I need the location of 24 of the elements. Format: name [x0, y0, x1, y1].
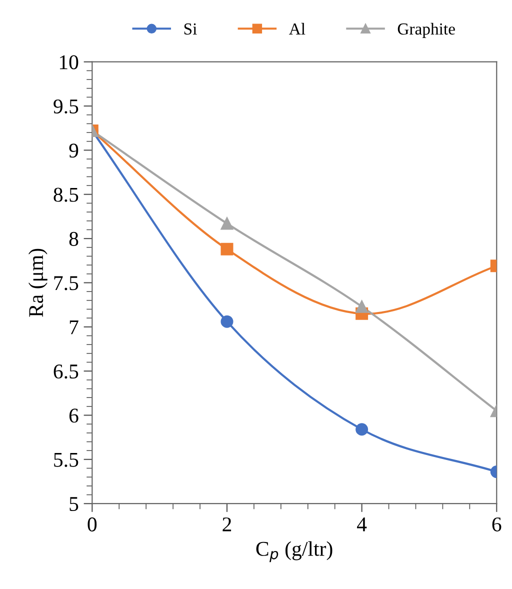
y-tick-label: 8.5	[54, 188, 78, 202]
y-tick-label: 10	[60, 55, 78, 70]
point	[220, 315, 234, 328]
y-tick-label: 6	[69, 408, 78, 423]
x-tick-label: 2	[222, 517, 232, 532]
y-tick-label: 6.5	[54, 364, 78, 379]
y-tick-label: 8	[69, 232, 78, 246]
x-tick-label: 6	[492, 517, 502, 532]
y-tick-label: 7.5	[54, 276, 78, 290]
y-tick-label: 5.5	[54, 453, 78, 467]
y-tick-label: 9	[69, 144, 78, 158]
y-tick-label: 7	[70, 320, 78, 334]
point	[356, 300, 368, 313]
x-tick-label: 4	[357, 518, 367, 532]
y-axis-title: Ra (μm)	[28, 248, 48, 317]
legend-label: Graphite	[398, 22, 455, 38]
x-tick-label: 0	[88, 517, 97, 532]
legend-label: Al	[289, 22, 306, 34]
legend-label: Si	[184, 23, 197, 35]
x-axis-title: C$_{p}$ (g/ltr)	[256, 541, 332, 562]
point	[356, 423, 368, 436]
y-tick-label: 9.5	[54, 99, 78, 114]
y-tick-label: 5	[70, 497, 78, 512]
point	[220, 217, 234, 230]
